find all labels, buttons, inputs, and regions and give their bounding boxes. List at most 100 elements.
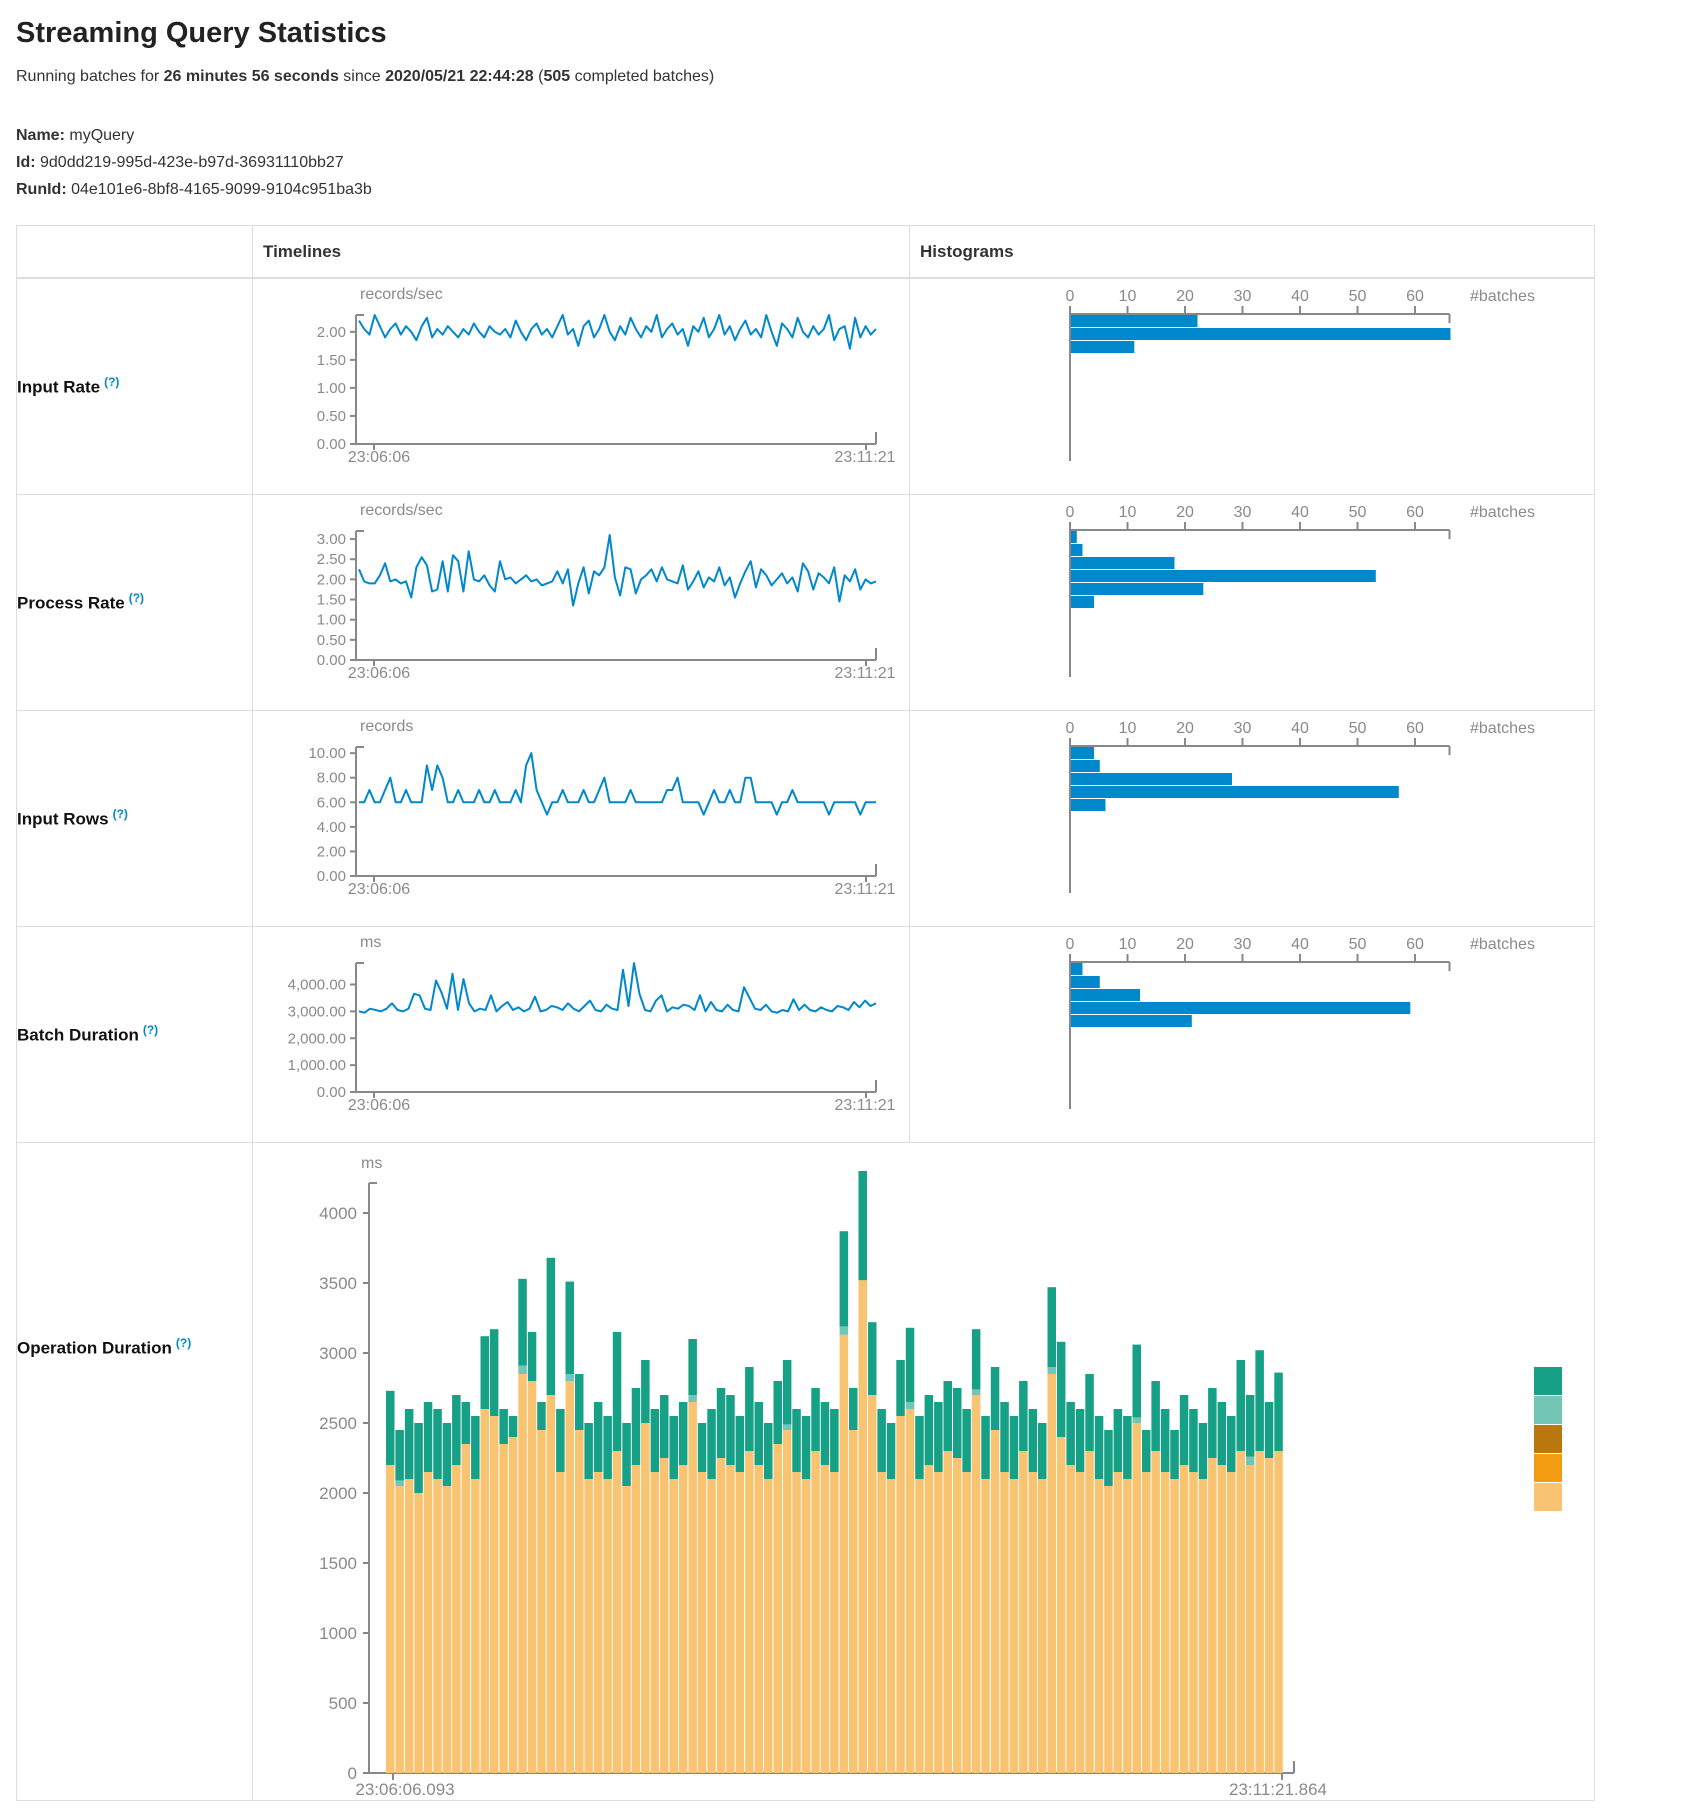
svg-text:50: 50 bbox=[1349, 288, 1367, 305]
batch-duration-help-icon[interactable]: (?) bbox=[142, 1023, 159, 1038]
legend-swatch-1 bbox=[1534, 1396, 1562, 1424]
svg-text:30: 30 bbox=[1234, 504, 1252, 521]
header-histograms: Histograms bbox=[909, 225, 1595, 279]
svg-text:50: 50 bbox=[1349, 504, 1367, 521]
running-paren: ( bbox=[533, 68, 544, 85]
row-label-operation-duration: Operation Duration (?) bbox=[16, 1142, 253, 1801]
svg-text:10: 10 bbox=[1119, 936, 1137, 953]
svg-text:records: records bbox=[360, 718, 413, 735]
svg-text:23:06:06: 23:06:06 bbox=[348, 449, 410, 466]
completed-batches-count: 505 bbox=[543, 68, 571, 85]
svg-text:40: 40 bbox=[1291, 720, 1309, 737]
svg-text:records/sec: records/sec bbox=[360, 286, 443, 303]
query-info-block: Name: myQuery Id: 9d0dd219-995d-423e-b97… bbox=[16, 122, 1693, 203]
process-rate-label: Process Rate bbox=[17, 593, 125, 613]
svg-text:60: 60 bbox=[1406, 504, 1424, 521]
header-timelines: Timelines bbox=[252, 225, 910, 279]
svg-text:0: 0 bbox=[1066, 504, 1075, 521]
query-runid-label: RunId: bbox=[16, 181, 67, 198]
svg-text:4.00: 4.00 bbox=[317, 819, 346, 836]
svg-text:#batches: #batches bbox=[1470, 504, 1535, 521]
query-name-value: myQuery bbox=[69, 127, 135, 144]
input-rate-label: Input Rate bbox=[17, 377, 101, 397]
svg-text:0.50: 0.50 bbox=[317, 408, 346, 425]
query-id-line: Id: 9d0dd219-995d-423e-b97d-36931110bb27 bbox=[16, 149, 1693, 176]
svg-text:8.00: 8.00 bbox=[317, 770, 346, 787]
operation-duration-help-icon[interactable]: (?) bbox=[175, 1336, 192, 1350]
svg-text:#batches: #batches bbox=[1470, 720, 1535, 737]
svg-text:23:11:21: 23:11:21 bbox=[834, 449, 895, 466]
process-rate-help-icon[interactable]: (?) bbox=[128, 591, 145, 606]
svg-text:0.50: 0.50 bbox=[317, 632, 346, 649]
row-label-batch-duration: Batch Duration (?) bbox=[16, 926, 253, 1143]
legend-swatch-0 bbox=[1534, 1367, 1562, 1395]
table-header-row: Timelines Histograms bbox=[16, 225, 1595, 279]
row-label-input-rate: Input Rate (?) bbox=[16, 277, 253, 495]
svg-text:ms: ms bbox=[360, 934, 381, 951]
svg-text:10: 10 bbox=[1119, 288, 1137, 305]
svg-text:3000: 3000 bbox=[319, 1344, 357, 1363]
table-row: Input Rate (?) records/sec 0.00 0.50 1.00 1.5… bbox=[16, 277, 1595, 495]
input-rows-timeline-chart: records 0.00 2.00 4.00 6.00 8.00 10.00 23:06:06… bbox=[308, 718, 895, 898]
input-rows-histogram-chart: 0 10 20 30 40 50 60 #batches bbox=[1066, 720, 1535, 893]
input-rate-help-icon[interactable]: (?) bbox=[104, 375, 120, 390]
svg-text:60: 60 bbox=[1406, 720, 1424, 737]
table-row: Batch Duration (?) ms 0.00 1,000.00 2,000.00… bbox=[16, 926, 1595, 1143]
query-name-label: Name: bbox=[16, 127, 65, 144]
svg-text:23:06:06: 23:06:06 bbox=[348, 881, 410, 898]
svg-text:23:11:21.864: 23:11:21.864 bbox=[1229, 1780, 1327, 1799]
svg-text:2.50: 2.50 bbox=[317, 551, 346, 568]
svg-text:0: 0 bbox=[1066, 720, 1075, 737]
streaming-query-statistics-page: Streaming Query Statistics Running batch… bbox=[0, 14, 1693, 1801]
svg-text:2.00: 2.00 bbox=[317, 843, 346, 860]
svg-text:2,000.00: 2,000.00 bbox=[288, 1030, 346, 1047]
svg-text:500: 500 bbox=[329, 1694, 357, 1713]
svg-text:#batches: #batches bbox=[1470, 936, 1535, 953]
query-id-label: Id: bbox=[16, 154, 36, 171]
running-batches-summary: Running batches for 26 minutes 56 second… bbox=[16, 68, 1693, 86]
process-rate-histogram-chart: 0 10 20 30 40 50 60 #batches bbox=[1066, 504, 1535, 677]
legend-swatch-4 bbox=[1534, 1483, 1562, 1511]
svg-text:0: 0 bbox=[1066, 288, 1075, 305]
svg-text:1.50: 1.50 bbox=[317, 352, 346, 369]
svg-text:2000: 2000 bbox=[319, 1484, 357, 1503]
input-rows-help-icon[interactable]: (?) bbox=[112, 807, 128, 822]
input-rows-label: Input Rows bbox=[17, 809, 109, 829]
running-since: since bbox=[338, 68, 386, 85]
svg-text:2500: 2500 bbox=[319, 1414, 357, 1433]
svg-text:4,000.00: 4,000.00 bbox=[288, 977, 346, 994]
batch-duration-label: Batch Duration bbox=[17, 1025, 139, 1045]
svg-text:23:06:06: 23:06:06 bbox=[348, 665, 410, 682]
svg-text:records/sec: records/sec bbox=[360, 502, 443, 519]
svg-text:4000: 4000 bbox=[319, 1204, 357, 1223]
svg-text:1500: 1500 bbox=[319, 1554, 357, 1573]
running-prefix: Running batches for bbox=[16, 68, 164, 85]
query-id-value: 9d0dd219-995d-423e-b97d-36931110bb27 bbox=[40, 154, 344, 171]
svg-text:23:06:06.093: 23:06:06.093 bbox=[355, 1780, 454, 1799]
svg-text:3500: 3500 bbox=[319, 1274, 357, 1293]
batch-duration-timeline-chart: ms 0.00 1,000.00 2,000.00 3,000.00 4,000.00 23… bbox=[288, 934, 896, 1114]
svg-text:20: 20 bbox=[1176, 720, 1194, 737]
table-row: Process Rate (?) records/sec 0.00 0.50 1.00 1… bbox=[16, 494, 1595, 711]
svg-text:23:11:21: 23:11:21 bbox=[834, 665, 895, 682]
svg-text:1.00: 1.00 bbox=[317, 380, 346, 397]
svg-text:0.00: 0.00 bbox=[317, 1084, 346, 1101]
svg-text:0.00: 0.00 bbox=[317, 652, 346, 669]
svg-text:23:11:21: 23:11:21 bbox=[834, 1097, 895, 1114]
query-runid-line: RunId: 04e101e6-8bf8-4165-9099-9104c951b… bbox=[16, 176, 1693, 203]
svg-text:50: 50 bbox=[1349, 936, 1367, 953]
svg-text:60: 60 bbox=[1406, 288, 1424, 305]
svg-text:3,000.00: 3,000.00 bbox=[288, 1003, 346, 1020]
row-label-process-rate: Process Rate (?) bbox=[16, 494, 253, 711]
svg-text:40: 40 bbox=[1291, 504, 1309, 521]
svg-text:6.00: 6.00 bbox=[317, 794, 346, 811]
svg-text:60: 60 bbox=[1406, 936, 1424, 953]
svg-text:2.00: 2.00 bbox=[317, 324, 346, 341]
batch-duration-histogram-chart: 0 10 20 30 40 50 60 #batches bbox=[1066, 936, 1535, 1109]
svg-text:23:06:06: 23:06:06 bbox=[348, 1097, 410, 1114]
process-rate-timeline-chart: records/sec 0.00 0.50 1.00 1.50 2.00 2.50 3.00 2… bbox=[317, 502, 896, 682]
svg-text:0.00: 0.00 bbox=[317, 436, 346, 453]
table-row: Input Rows (?) records 0.00 2.00 4.00 6.00 8.0… bbox=[16, 710, 1595, 927]
query-runid-value: 04e101e6-8bf8-4165-9099-9104c951ba3b bbox=[71, 181, 372, 198]
svg-text:1.00: 1.00 bbox=[317, 612, 346, 629]
